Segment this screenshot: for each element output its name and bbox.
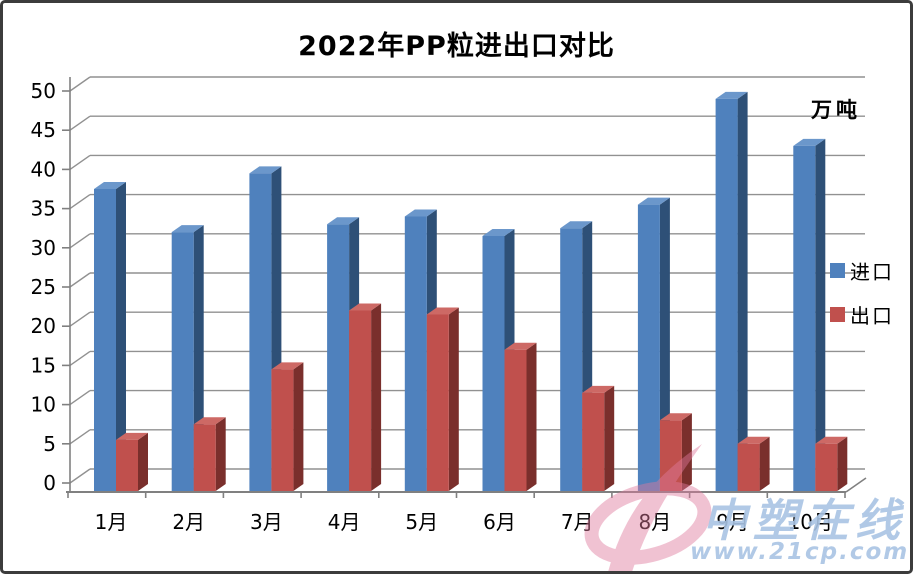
y-tick-label-15: 15 — [31, 353, 56, 377]
y-tick-label-30: 30 — [31, 236, 56, 260]
y-tick-label-20: 20 — [31, 314, 56, 338]
x-tick-label-10月: 10月 — [788, 510, 833, 534]
x-tick-label-8月: 8月 — [639, 510, 672, 534]
y-tick-label-40: 40 — [31, 157, 56, 181]
bar-出口-4月 — [349, 303, 382, 491]
bar-出口-9月 — [737, 436, 770, 491]
legend-label-import: 进口 — [850, 260, 894, 284]
y-axis-unit-label: 万吨 — [811, 98, 861, 122]
x-tick-label-5月: 5月 — [405, 510, 438, 534]
chart-title: 2022年PP粒进出口对比 — [298, 31, 615, 62]
watermark-url: www.21cp.com — [690, 539, 909, 565]
legend: 进口 出口 — [830, 256, 894, 344]
bar-出口-5月 — [426, 307, 459, 491]
bar-出口-6月 — [504, 342, 537, 491]
bar-进口-9月 — [715, 91, 748, 491]
y-tick-label-25: 25 — [31, 275, 56, 299]
bar-出口-10月 — [815, 436, 848, 491]
bar-出口-7月 — [582, 385, 615, 491]
bar-出口-1月 — [116, 432, 148, 491]
y-tick-label-50: 50 — [31, 79, 56, 103]
watermark — [584, 444, 712, 572]
x-tick-label-9月: 9月 — [716, 510, 749, 534]
bar-出口-3月 — [271, 362, 304, 491]
export-swatch-icon — [830, 307, 845, 322]
legend-item-export: 出口 — [830, 300, 894, 329]
bar-出口-2月 — [193, 417, 226, 491]
import-swatch-icon — [830, 263, 845, 278]
y-tick-label-5: 5 — [43, 432, 56, 456]
x-tick-label-6月: 6月 — [483, 510, 516, 534]
x-tick-label-3月: 3月 — [250, 510, 283, 534]
watermark-brand: 中塑在线 — [702, 494, 906, 547]
y-tick-label-10: 10 — [31, 393, 56, 417]
legend-label-export: 出口 — [850, 304, 894, 328]
x-tick-label-4月: 4月 — [328, 510, 361, 534]
x-axis — [66, 477, 867, 498]
watermark-logo-icon — [584, 444, 712, 572]
legend-item-import: 进口 — [830, 256, 894, 285]
y-tick-label-45: 45 — [31, 118, 56, 142]
x-tick-label-1月: 1月 — [95, 510, 128, 534]
y-tick-label-35: 35 — [31, 197, 56, 221]
bar-出口-8月 — [659, 413, 692, 491]
x-tick-label-7月: 7月 — [561, 510, 594, 534]
bar-进口-1月 — [94, 182, 126, 491]
bar-进口-10月 — [793, 138, 826, 491]
y-tick-label-0: 0 — [43, 471, 56, 495]
x-tick-label-2月: 2月 — [172, 510, 205, 534]
